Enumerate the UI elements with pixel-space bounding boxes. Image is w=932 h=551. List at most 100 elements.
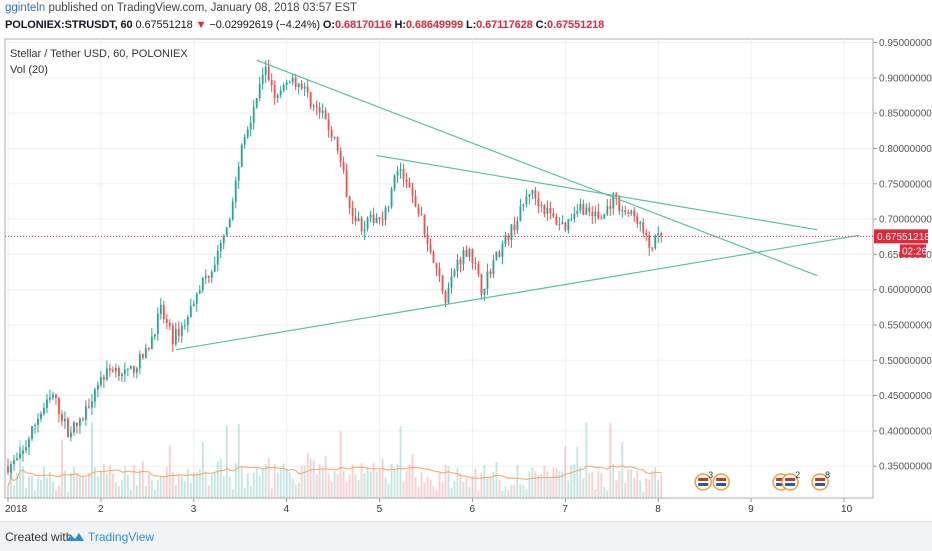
tradingview-link[interactable]: TradingView: [88, 530, 155, 544]
price-chart[interactable]: 0.95000000 0.90000000 0.85000000 0.80000000…: [0, 37, 932, 521]
volume-bar: [16, 472, 18, 498]
candle-body: [84, 406, 87, 420]
volume-bar: [474, 468, 477, 498]
candle-body: [405, 179, 408, 183]
candle-body: [55, 394, 57, 398]
candle-body: [330, 129, 333, 138]
volume-bar: [198, 469, 201, 498]
candle-body: [615, 193, 618, 197]
volume-bar: [267, 458, 270, 498]
candle-body: [609, 205, 612, 209]
volume-bar: [465, 477, 468, 498]
volume-bar: [120, 479, 123, 498]
candle-body: [561, 222, 564, 225]
publisher-user[interactable]: gginteln: [5, 2, 46, 14]
candle-body: [144, 347, 147, 358]
candle-body: [174, 329, 177, 345]
candle-body: [81, 418, 84, 420]
candle-body: [108, 368, 111, 371]
candle-body: [219, 243, 222, 251]
candle-body: [372, 214, 375, 224]
volume-bar: [480, 473, 483, 498]
volume-bar: [28, 476, 30, 498]
volume-bar: [525, 488, 528, 498]
volume-bar: [648, 479, 651, 498]
candle-body: [351, 207, 354, 217]
volume-bar: [573, 464, 576, 498]
volume-bar: [612, 463, 615, 498]
candle-body: [180, 325, 183, 336]
volume-bar: [384, 477, 387, 498]
candle-body: [333, 137, 336, 139]
trendline: [376, 154, 818, 231]
candle-body: [22, 450, 24, 454]
candle-body: [423, 215, 426, 235]
candle-body: [651, 247, 654, 249]
volume-bar: [498, 479, 501, 498]
candle-body: [468, 248, 471, 258]
high-label: H:: [394, 19, 406, 31]
volume-bar: [58, 485, 60, 498]
volume-bar: [582, 478, 585, 498]
candle-body: [336, 137, 339, 152]
candle-body: [93, 389, 96, 402]
candle-body: [324, 110, 327, 120]
candle-body: [225, 227, 228, 236]
candle-body: [426, 234, 429, 245]
candle-body: [474, 262, 477, 264]
volume-bar: [183, 480, 186, 498]
volume-bar: [216, 461, 219, 498]
volume-bar: [435, 489, 438, 498]
volume-bar: [540, 473, 543, 498]
price-tick-label: 0.50000000: [879, 356, 932, 367]
volume-bar: [636, 470, 639, 498]
candle-body: [375, 217, 378, 224]
volume-bar: [141, 461, 144, 498]
candle-body: [522, 204, 525, 207]
candle-body: [657, 233, 660, 236]
volume-bar: [330, 481, 333, 498]
volume-bar: [153, 489, 156, 498]
candle-body: [393, 175, 396, 189]
candle-body: [606, 205, 609, 215]
event-flag-stripe: [776, 483, 787, 486]
candle-body: [34, 424, 36, 427]
last-price-tag: 0.67551218 02:26: [874, 229, 930, 258]
volume-bar: [645, 478, 648, 498]
candle-body: [618, 196, 621, 211]
tradingview-logo-icon[interactable]: [65, 531, 85, 543]
volume-bar: [270, 488, 273, 498]
volume-bar: [13, 485, 15, 498]
candle-body: [453, 270, 456, 277]
volume-bar: [255, 467, 258, 498]
volume-bar: [432, 485, 435, 498]
volume-bar: [165, 467, 168, 498]
volume-bar: [543, 465, 546, 498]
volume-bar: [186, 468, 189, 498]
candle-body: [492, 260, 495, 275]
time-tick-label: 4: [284, 504, 290, 515]
candle-body: [471, 248, 474, 263]
candle-body: [213, 264, 216, 272]
price-tick-label: 0.40000000: [879, 426, 932, 437]
close-label: C:: [535, 19, 548, 31]
candle-body: [306, 86, 309, 93]
candle-body: [327, 119, 330, 130]
volume-bar: [64, 470, 66, 498]
volume-bar: [342, 470, 345, 498]
countdown-tag-bg: [900, 244, 926, 258]
symbol-label: POLONIEX:STRUSDT, 60: [5, 19, 133, 31]
candle-body: [486, 271, 489, 289]
volume-bar: [138, 470, 141, 498]
candle-body: [414, 195, 417, 207]
candle-body: [435, 262, 438, 269]
volume-bar: [597, 471, 600, 498]
volume-bar: [450, 487, 453, 498]
volume-bar: [606, 490, 609, 498]
volume-bar: [417, 486, 420, 498]
volume-bar: [189, 483, 192, 498]
candle-body: [315, 105, 318, 108]
volume-bar: [132, 465, 135, 498]
volume-bar: [489, 477, 492, 498]
created-with-label: Created with: [5, 530, 73, 544]
